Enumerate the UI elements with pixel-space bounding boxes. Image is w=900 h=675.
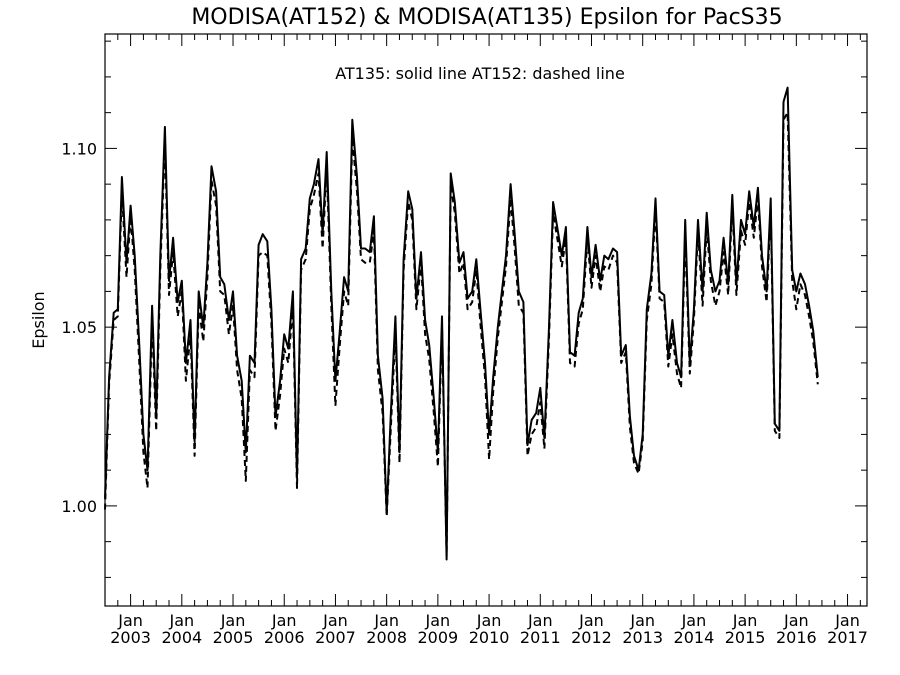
x-tick-year-label: 2017: [827, 628, 868, 647]
x-tick-month-label: Jan: [373, 611, 399, 630]
x-tick-month-label: Jan: [168, 611, 194, 630]
y-tick-label: 1.00: [61, 497, 97, 516]
x-tick-month-label: Jan: [425, 611, 451, 630]
y-tick-label: 1.05: [61, 318, 97, 337]
x-tick-year-label: 2004: [161, 628, 202, 647]
x-tick-month-label: Jan: [681, 611, 707, 630]
x-tick-month-label: Jan: [117, 611, 143, 630]
x-tick-year-label: 2010: [469, 628, 510, 647]
x-tick-month-label: Jan: [783, 611, 809, 630]
x-tick-year-label: 2016: [776, 628, 817, 647]
x-tick-year-label: 2015: [725, 628, 766, 647]
x-axis-ticks: Jan2003Jan2004Jan2005Jan2006Jan2007Jan20…: [104, 34, 868, 647]
x-tick-year-label: 2008: [366, 628, 407, 647]
x-tick-month-label: Jan: [578, 611, 604, 630]
x-tick-month-label: Jan: [629, 611, 655, 630]
series-line-at152: [104, 111, 819, 557]
x-tick-month-label: Jan: [220, 611, 246, 630]
x-tick-month-label: Jan: [322, 611, 348, 630]
x-tick-year-label: 2003: [110, 628, 151, 647]
series-layer: [104, 86, 819, 561]
x-tick-year-label: 2009: [418, 628, 459, 647]
series-line-at135: [104, 86, 819, 561]
y-axis-ticks: 1.00 1.05 1.10: [61, 40, 867, 578]
x-tick-year-label: 2005: [213, 628, 254, 647]
x-tick-month-label: Jan: [476, 611, 502, 630]
x-tick-month-label: Jan: [527, 611, 553, 630]
x-tick-month-label: Jan: [834, 611, 860, 630]
x-tick-month-label: Jan: [271, 611, 297, 630]
x-tick-year-label: 2012: [571, 628, 612, 647]
x-tick-year-label: 2014: [674, 628, 715, 647]
x-tick-year-label: 2011: [520, 628, 561, 647]
y-axis-label: Epsilon: [29, 291, 48, 348]
x-tick-year-label: 2006: [264, 628, 305, 647]
x-tick-month-label: Jan: [732, 611, 758, 630]
series-style-note: AT135: solid line AT152: dashed line: [335, 64, 625, 83]
x-tick-year-label: 2013: [622, 628, 663, 647]
plot-frame: [104, 33, 868, 607]
x-tick-year-label: 2007: [315, 628, 356, 647]
chart-title: MODISA(AT152) & MODISA(AT135) Epsilon fo…: [191, 5, 782, 30]
y-tick-label: 1.10: [61, 139, 97, 158]
